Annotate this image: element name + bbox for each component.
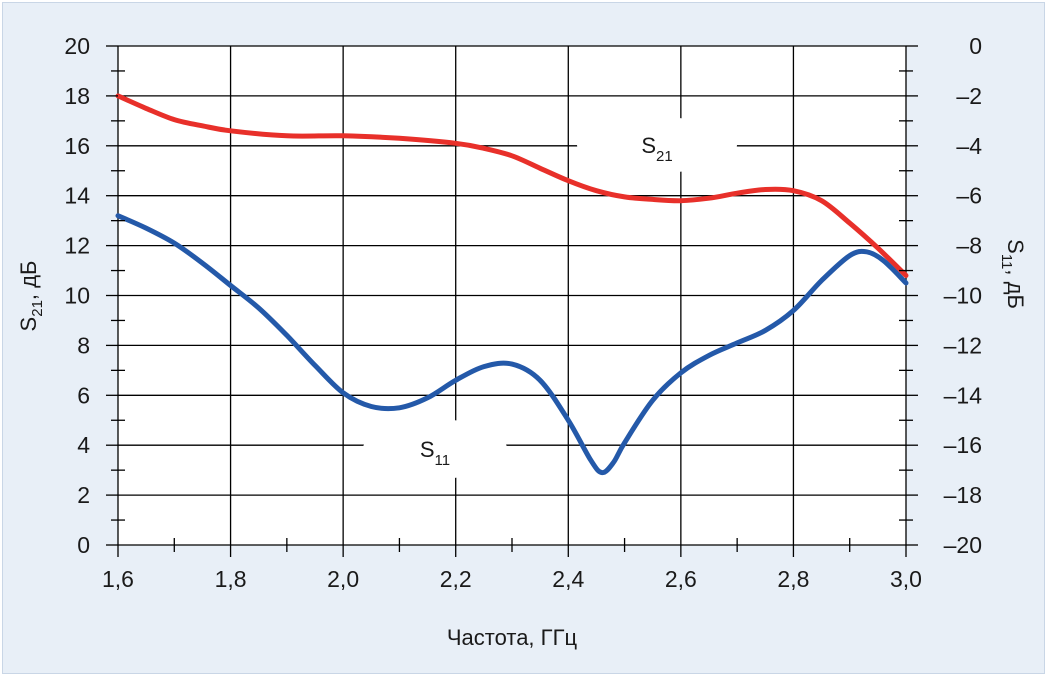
tick-label-bottom: 3,0	[890, 566, 922, 592]
axes	[106, 45, 918, 557]
tick-label-bottom: 2,4	[552, 566, 584, 592]
grid-lines	[117, 45, 907, 546]
x-axis-title: Частота, ГГц	[447, 625, 578, 650]
tick-label-right: 0	[969, 33, 982, 59]
tick-label-left: 4	[77, 432, 90, 458]
s11-label-bg	[363, 419, 507, 479]
tick-label-right: –6	[956, 183, 982, 209]
tick-labels: 02468101214161820–20–18–16–14–12–10–8–6–…	[64, 33, 982, 592]
tick-label-left: 10	[64, 283, 90, 309]
tick-label-right: –2	[956, 83, 982, 109]
tick-label-right: –20	[944, 532, 982, 558]
tick-label-bottom: 2,0	[327, 566, 359, 592]
tick-label-left: 12	[64, 233, 90, 259]
tick-label-bottom: 2,8	[777, 566, 809, 592]
tick-label-bottom: 2,6	[665, 566, 697, 592]
tick-label-left: 6	[77, 382, 90, 408]
y-left-axis-title: S21, дБ	[16, 261, 46, 332]
tick-label-right: –18	[944, 482, 982, 508]
tick-label-right: –4	[956, 133, 982, 159]
tick-label-left: 8	[77, 332, 90, 358]
tick-label-left: 20	[64, 33, 90, 59]
tick-label-left: 2	[77, 482, 90, 508]
tick-label-right: –8	[956, 233, 982, 259]
series-labels: S21 S11	[363, 117, 737, 479]
tick-label-left: 14	[64, 183, 90, 209]
tick-label-bottom: 2,2	[440, 566, 472, 592]
tick-label-left: 18	[64, 83, 90, 109]
y-right-axis-title-group: S11, дБ	[998, 239, 1028, 309]
series-line-s21	[115, 93, 909, 278]
tick-label-bottom: 1,8	[215, 566, 247, 592]
series-line-s11	[115, 213, 909, 476]
tick-label-bottom: 1,6	[102, 566, 134, 592]
tick-label-right: –16	[944, 432, 982, 458]
tick-label-right: –14	[944, 382, 983, 408]
axis-titles: Частота, ГГц S21, дБ S11, дБ	[16, 239, 1028, 650]
y-right-axis-title: S11, дБ	[998, 239, 1028, 309]
s21-label: S21	[641, 133, 672, 165]
s11-label: S11	[420, 437, 450, 469]
series-layer	[115, 93, 909, 476]
y-left-axis-title-group: S21, дБ	[16, 261, 46, 332]
s21-label-bg	[577, 117, 737, 173]
tick-label-left: 16	[64, 133, 90, 159]
tick-label-right: –12	[944, 332, 982, 358]
tick-label-right: –10	[944, 283, 982, 309]
tick-label-left: 0	[77, 532, 90, 558]
